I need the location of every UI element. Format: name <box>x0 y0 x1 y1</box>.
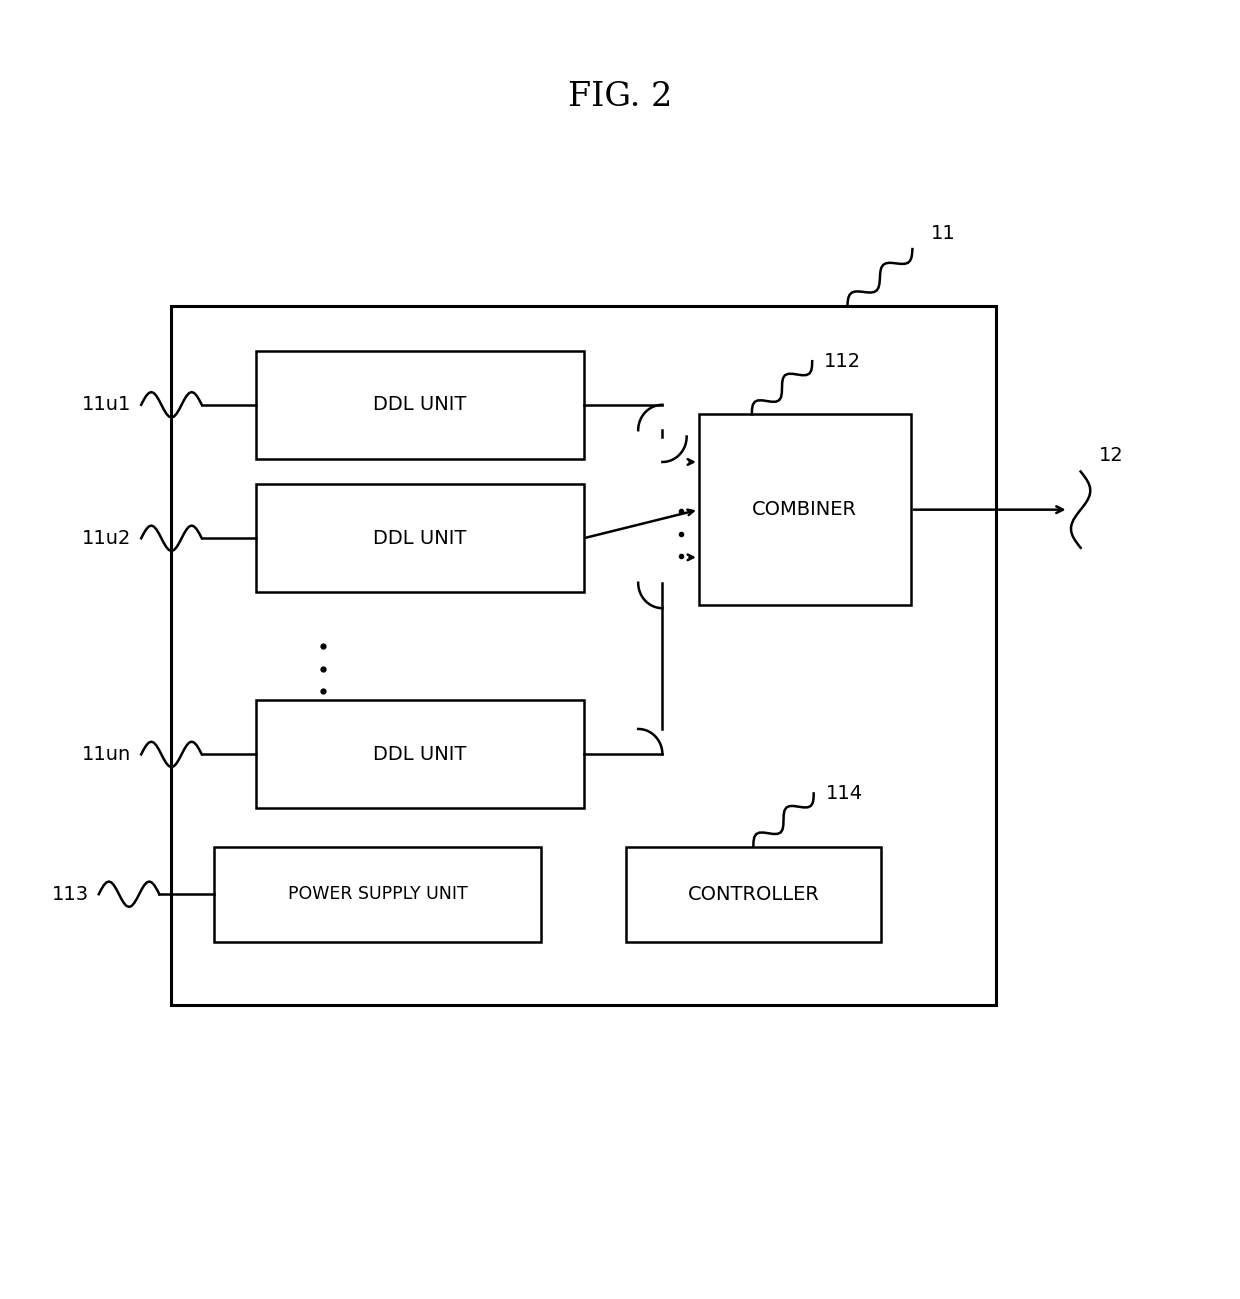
Text: DDL UNIT: DDL UNIT <box>373 529 466 548</box>
Bar <box>257 351 584 459</box>
Bar <box>171 307 996 1005</box>
Text: POWER SUPPLY UNIT: POWER SUPPLY UNIT <box>288 885 467 903</box>
Bar <box>626 847 880 942</box>
Text: FIG. 2: FIG. 2 <box>568 81 672 113</box>
Bar <box>257 700 584 808</box>
Text: 12: 12 <box>1099 446 1123 465</box>
Text: DDL UNIT: DDL UNIT <box>373 395 466 414</box>
Bar <box>257 485 584 592</box>
Text: DDL UNIT: DDL UNIT <box>373 744 466 764</box>
Text: CONTROLLER: CONTROLLER <box>687 885 820 904</box>
Text: 11u1: 11u1 <box>82 395 131 414</box>
Text: 114: 114 <box>826 783 863 803</box>
Text: 112: 112 <box>825 352 862 370</box>
Text: 11un: 11un <box>82 744 131 764</box>
Text: 11: 11 <box>930 223 955 243</box>
Bar <box>699 414 911 605</box>
Bar <box>215 847 541 942</box>
Text: COMBINER: COMBINER <box>753 500 857 520</box>
Text: 113: 113 <box>52 885 89 904</box>
Text: 11u2: 11u2 <box>82 529 131 548</box>
